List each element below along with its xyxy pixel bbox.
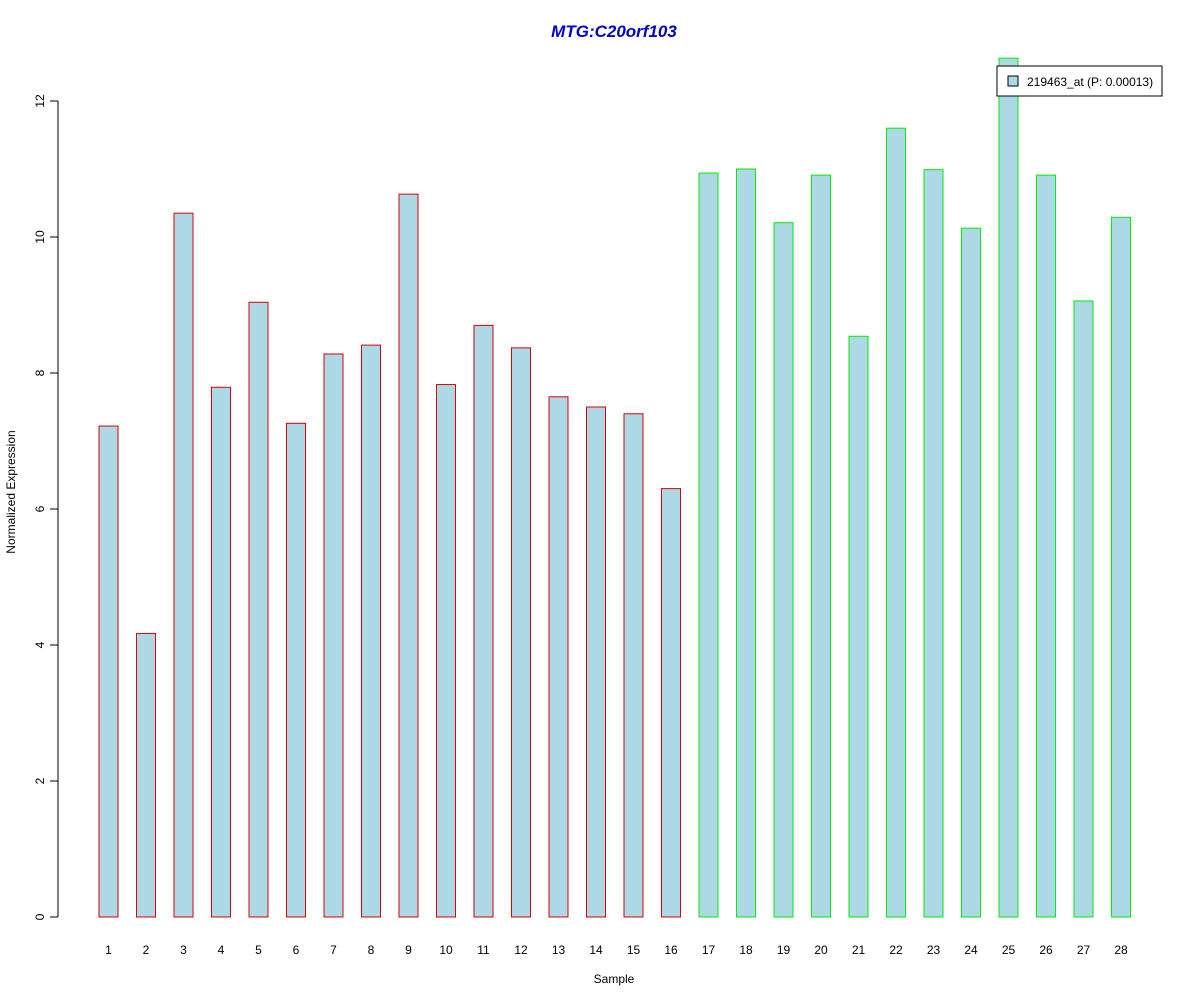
bar [586,406,606,918]
x-tick-label: 2 [143,943,150,957]
x-tick-label: 5 [255,943,262,957]
legend-box [996,65,1163,97]
bar [998,57,1019,918]
x-tick-label: 28 [1114,943,1128,957]
x-tick-label: 21 [852,943,866,957]
bar [961,227,981,918]
x-tick-label: 17 [702,943,716,957]
legend-label: 219463_at (P: 0.00013) [1027,75,1153,89]
x-tick-label: 13 [552,943,566,957]
bar [811,174,831,918]
bar [1111,216,1131,918]
y-tick-label: 6 [33,505,47,512]
x-tick-label: 22 [889,943,903,957]
bar [248,301,269,918]
bar [1036,174,1056,918]
bar [848,335,869,918]
bar [286,422,306,918]
bar [661,488,681,918]
x-tick-label: 15 [627,943,641,957]
bar [136,632,156,918]
bar [736,168,756,918]
x-tick-label: 18 [739,943,753,957]
x-axis-tick-labels: 1 2 3 4 5 6 7 8 9 10 11 12 13 14 15 16 17 18 19 20 21 22 23 24 2… [105,943,1128,957]
bar [323,353,344,918]
legend-swatch [1007,75,1019,87]
x-tick-label: 19 [777,943,791,957]
bars [98,57,1131,918]
x-tick-label: 20 [814,943,828,957]
x-tick-label: 7 [330,943,337,957]
bar [923,169,944,918]
y-tick-label: 12 [33,94,47,108]
bar [773,222,794,918]
chart-title: MTG:C20orf103 [551,22,677,41]
x-tick-label: 24 [964,943,978,957]
x-tick-label: 10 [439,943,453,957]
x-axis-label: Sample [594,972,635,986]
x-tick-label: 26 [1039,943,1053,957]
bar [473,324,494,918]
x-tick-label: 27 [1077,943,1091,957]
x-tick-label: 14 [589,943,603,957]
y-tick-label: 8 [33,369,47,376]
x-tick-label: 8 [368,943,375,957]
x-tick-label: 4 [218,943,225,957]
x-tick-label: 11 [477,943,490,957]
y-tick-label: 4 [33,641,47,648]
x-tick-label: 25 [1002,943,1016,957]
x-tick-label: 12 [514,943,528,957]
x-tick-label: 3 [180,943,187,957]
bar [361,344,381,918]
x-tick-label: 23 [927,943,941,957]
y-axis-label: Normalized Expression [4,430,18,553]
bar [173,212,194,918]
bar [623,413,644,918]
bar [436,384,456,918]
x-tick-label: 6 [293,943,300,957]
bar [886,127,906,918]
x-tick-label: 9 [405,943,412,957]
bar [98,425,119,918]
bar [698,172,719,918]
bar [398,193,419,918]
bar [1073,300,1094,918]
y-axis: 0 2 4 6 8 10 12 [33,94,59,920]
x-tick-label: 16 [664,943,678,957]
x-tick-label: 1 [105,943,112,957]
legend: 219463_at (P: 0.00013) [996,65,1163,97]
bar [548,396,569,918]
y-tick-label: 2 [33,777,47,784]
bar [511,347,531,918]
bar [211,386,231,918]
y-tick-label: 10 [33,230,47,244]
y-tick-label: 0 [33,913,47,920]
